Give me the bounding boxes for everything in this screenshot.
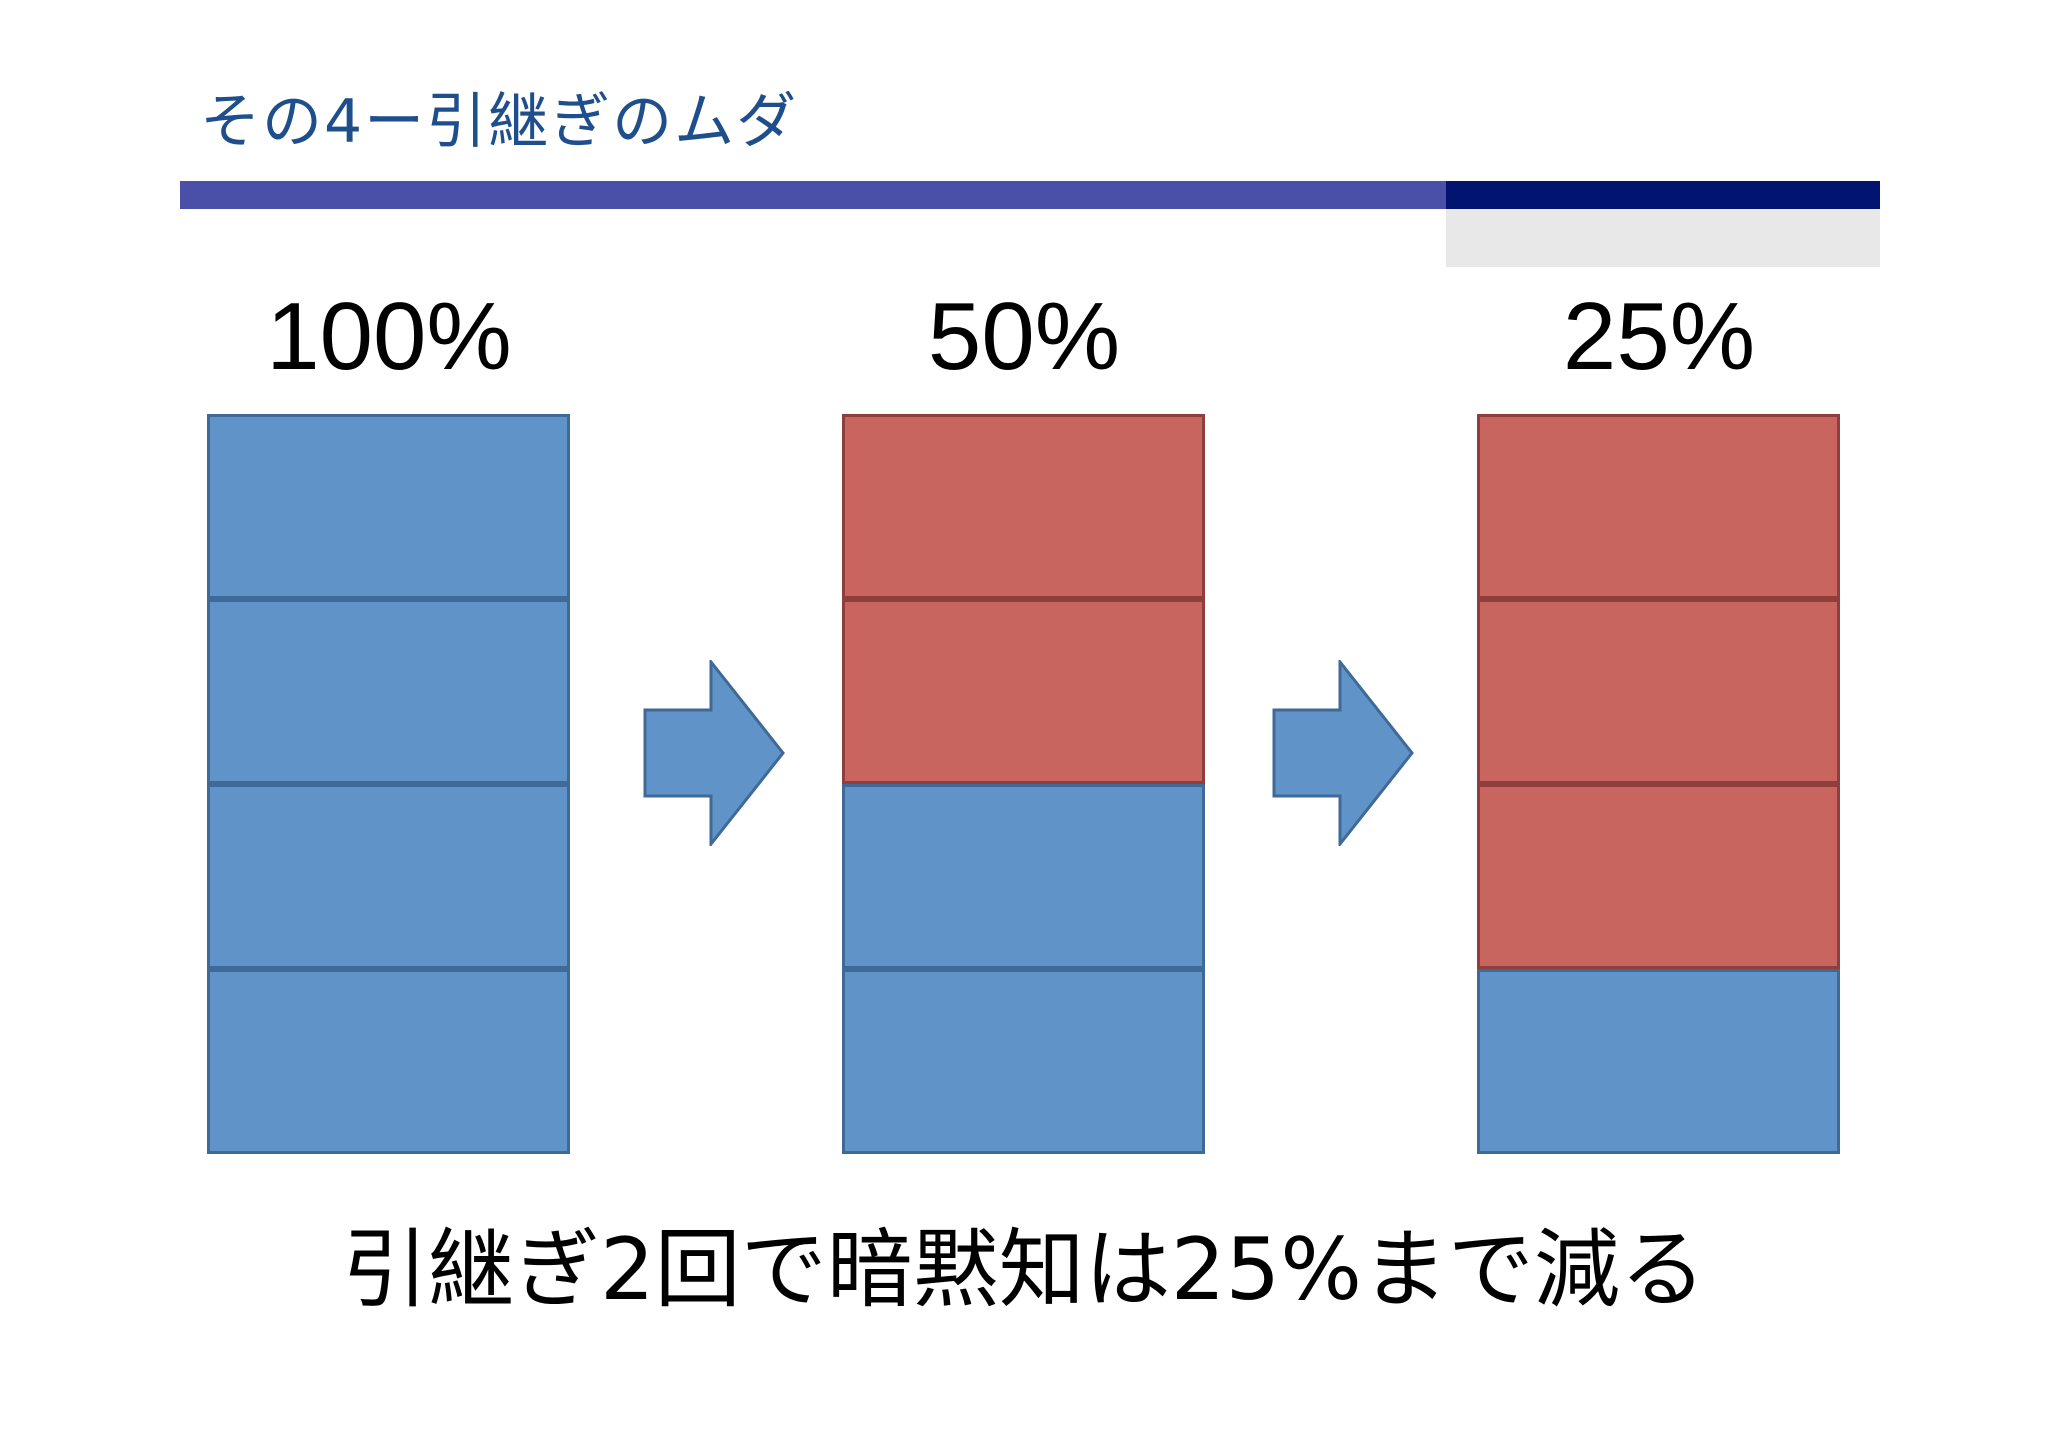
stage-2-stack [842, 414, 1205, 1154]
retained-knowledge-block [1477, 969, 1840, 1154]
stage-3-stack [1477, 414, 1840, 1154]
lost-knowledge-block [1477, 599, 1840, 784]
stage-1-stack [207, 414, 570, 1154]
retained-knowledge-block [207, 784, 570, 969]
right-arrow-icon [1272, 660, 1414, 846]
retained-knowledge-block [842, 784, 1205, 969]
retained-knowledge-block [842, 969, 1205, 1154]
title-underline-shadow [1446, 209, 1880, 267]
retained-knowledge-block [207, 969, 570, 1154]
caption: 引継ぎ2回で暗黙知は25%まで減る [342, 1220, 1706, 1320]
retained-knowledge-block [207, 599, 570, 784]
retained-knowledge-block [207, 414, 570, 599]
title-underline-accent [1446, 181, 1880, 209]
right-arrow-icon [643, 660, 785, 846]
stage-3-percent: 25% [1562, 283, 1756, 390]
title-underline [180, 181, 1446, 209]
lost-knowledge-block [842, 414, 1205, 599]
slide-title: その4ー引継ぎのムダ [200, 87, 799, 157]
stage-2-percent: 50% [927, 283, 1121, 390]
stage-1-percent: 100% [266, 283, 512, 390]
lost-knowledge-block [842, 599, 1205, 784]
lost-knowledge-block [1477, 784, 1840, 969]
lost-knowledge-block [1477, 414, 1840, 599]
